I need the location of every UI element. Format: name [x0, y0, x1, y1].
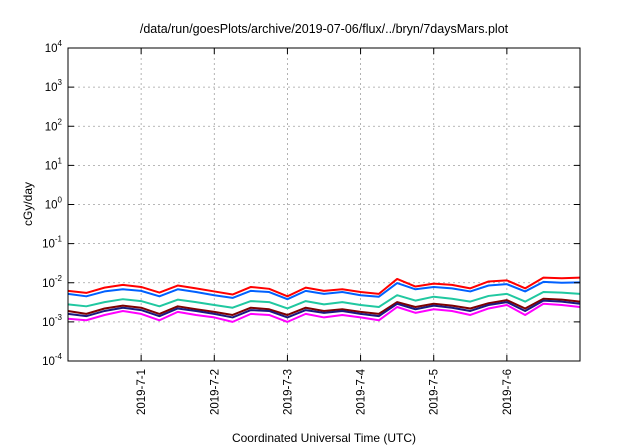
x-tick-label: 2019-7-4	[356, 368, 368, 415]
y-tick-label: 10-2	[42, 274, 62, 290]
x-tick-labels: 2019-7-1 2019-7-2 2019-7-3 2019-7-4 2019-7-5…	[136, 368, 514, 415]
x-axis-label: Coordinated Universal Time (UTC)	[232, 431, 416, 445]
series-line-4	[67, 297, 581, 316]
grid-lines	[68, 48, 580, 361]
y-tick-label: 102	[45, 117, 63, 133]
x-tick-label: 2019-7-2	[209, 369, 221, 415]
y-tick-label: 10-1	[42, 235, 62, 251]
series-layer	[67, 276, 581, 323]
y-tick-label: 10-4	[42, 352, 62, 368]
x-tick-label: 2019-7-6	[502, 369, 514, 415]
y-tick-label: 10-3	[42, 313, 62, 329]
y-tick-label: 101	[45, 156, 63, 172]
x-tick-label: 2019-7-1	[136, 369, 148, 415]
y-tick-labels: 10-4 10-3 10-2 10-1 100 101 102 103 104	[42, 39, 62, 368]
y-tick-label: 100	[45, 196, 63, 212]
series-line-1	[67, 276, 581, 298]
axis-ticks	[68, 47, 580, 362]
x-tick-label: 2019-7-5	[429, 369, 441, 415]
y-axis-label: cGy/day	[21, 182, 35, 226]
series-line-2	[67, 280, 581, 301]
series-line-6	[67, 302, 581, 323]
y-tick-label: 103	[45, 78, 63, 94]
x-tick-label: 2019-7-3	[282, 369, 294, 415]
series-line-3	[67, 291, 581, 310]
chart-title: /data/run/goesPlots/archive/2019-07-06/f…	[140, 22, 509, 36]
y-tick-label: 104	[45, 39, 63, 55]
series-line-5	[67, 299, 581, 319]
